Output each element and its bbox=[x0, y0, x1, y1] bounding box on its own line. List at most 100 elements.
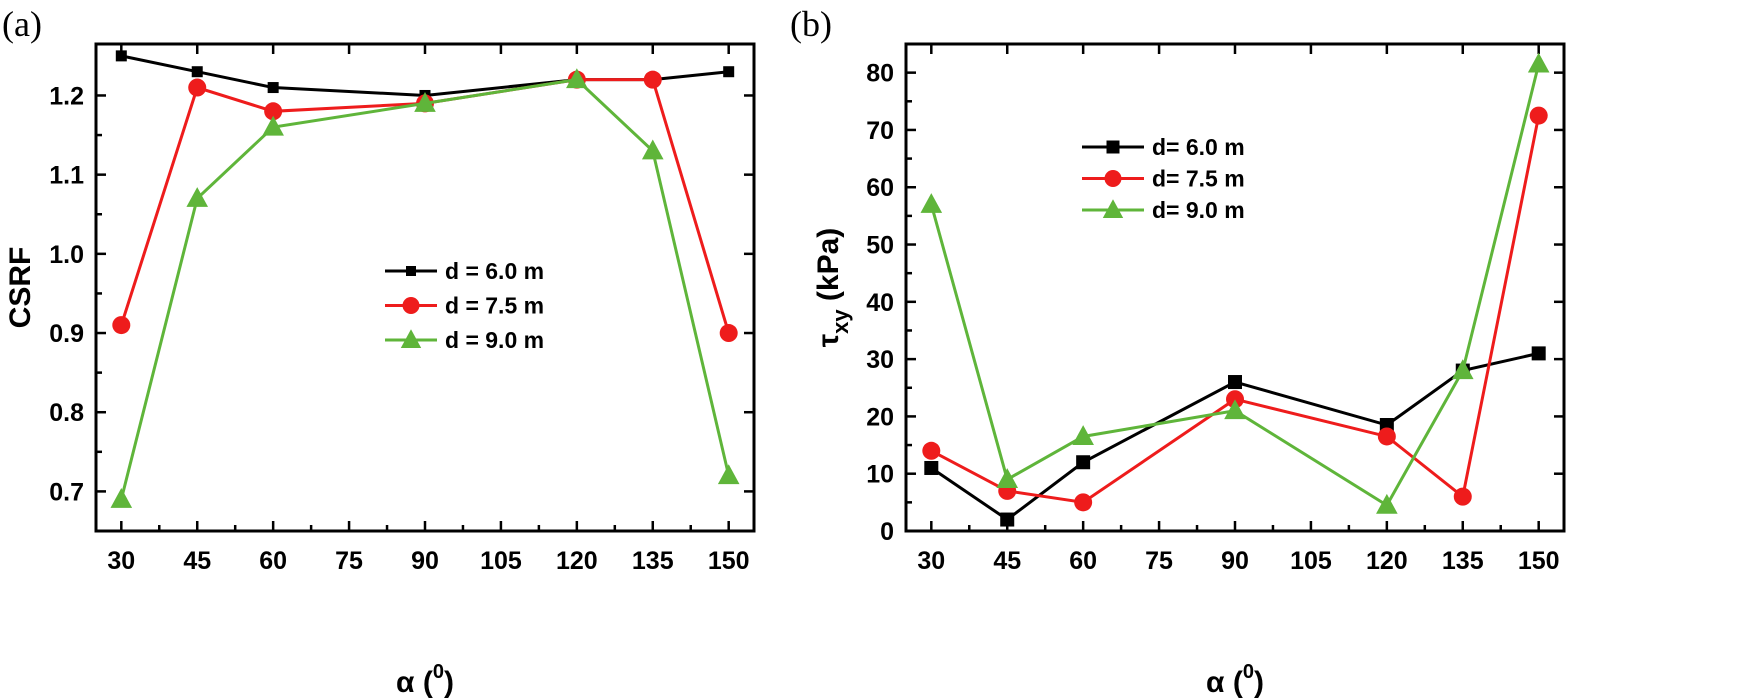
x-tick-label: 75 bbox=[335, 547, 363, 575]
y-tick-label: 0.9 bbox=[49, 320, 84, 348]
x-tick-label: 90 bbox=[1221, 547, 1249, 575]
y-tick-label: 10 bbox=[866, 461, 894, 489]
data-point bbox=[1076, 455, 1091, 470]
data-point bbox=[723, 66, 735, 78]
legend-label: d = 7.5 m bbox=[445, 293, 544, 319]
legend-label: d = 9.0 m bbox=[445, 327, 544, 353]
x-tick-label: 60 bbox=[1069, 547, 1097, 575]
y-axis-title-sub: xy bbox=[828, 309, 853, 334]
data-point bbox=[1531, 346, 1546, 361]
x-tick-label: 75 bbox=[1145, 547, 1173, 575]
data-point bbox=[1228, 375, 1242, 390]
x-axis-title-sup: 0 bbox=[433, 661, 444, 683]
x-axis-title: α (0) bbox=[396, 661, 454, 699]
legend-label: d= 9.0 m bbox=[1152, 197, 1245, 223]
series-line bbox=[119, 78, 731, 334]
data-point bbox=[188, 78, 207, 97]
legend-marker bbox=[1102, 199, 1124, 219]
series-line bbox=[121, 54, 729, 97]
x-tick-label: 120 bbox=[556, 547, 598, 575]
x-tick-label: 150 bbox=[708, 547, 750, 575]
data-point bbox=[1224, 399, 1246, 420]
data-point bbox=[267, 82, 279, 94]
x-tick-label: 120 bbox=[1366, 547, 1408, 575]
y-tick-label: 0 bbox=[880, 518, 894, 546]
data-point bbox=[1376, 493, 1398, 514]
y-tick-label: 0.8 bbox=[49, 399, 84, 427]
data-point bbox=[112, 316, 131, 335]
y-tick-label: 1.0 bbox=[49, 241, 84, 269]
y-axis-title: CSRF bbox=[4, 247, 37, 329]
x-axis-title-main: α ( bbox=[396, 666, 433, 699]
y-tick-label: 1.2 bbox=[49, 82, 84, 110]
y-axis-title: τxy (kPa) bbox=[812, 228, 853, 348]
plot-frame bbox=[904, 42, 1566, 533]
y-tick-label: 1.1 bbox=[49, 162, 84, 190]
data-point bbox=[922, 441, 941, 460]
data-point bbox=[924, 460, 939, 475]
panel-label: (a) bbox=[2, 4, 42, 44]
data-point bbox=[1074, 493, 1093, 512]
series-circle bbox=[922, 106, 1548, 512]
data-point bbox=[186, 187, 209, 207]
x-axis-title: α (0) bbox=[1206, 661, 1264, 699]
data-point bbox=[920, 193, 943, 213]
legend-marker bbox=[406, 266, 416, 276]
legend-label: d= 7.5 m bbox=[1152, 166, 1245, 192]
series-triangle bbox=[110, 68, 740, 508]
x-axis-title-close: ) bbox=[444, 666, 454, 699]
data-point bbox=[110, 487, 133, 508]
data-point bbox=[719, 324, 738, 343]
data-point bbox=[717, 464, 740, 485]
data-point bbox=[1453, 487, 1472, 506]
x-tick-label: 105 bbox=[480, 547, 522, 575]
y-tick-label: 70 bbox=[866, 117, 894, 145]
data-point bbox=[996, 468, 1019, 488]
data-point bbox=[1072, 425, 1094, 445]
data-point bbox=[262, 115, 284, 136]
chart-panel-a: (a) 30 45 60 75 90 105 120 135 150 0.7 0.8 0.9 1.0 1.1… bbox=[2, 4, 756, 699]
y-axis-title-unit: (kPa) bbox=[812, 228, 845, 310]
data-point bbox=[264, 102, 283, 121]
chart-panel-b: (b) 30 45 60 75 90 105 120 135 150 0 10 20 30 40 50 60 70… bbox=[790, 4, 1566, 699]
x-tick-label: 135 bbox=[632, 547, 674, 575]
x-tick-label: 45 bbox=[993, 547, 1021, 575]
x-tick-label: 135 bbox=[1442, 547, 1484, 575]
data-point bbox=[641, 139, 664, 160]
data-point bbox=[1377, 427, 1396, 446]
data-point bbox=[1000, 512, 1015, 527]
plot-frame bbox=[94, 42, 756, 533]
x-tick-label: 150 bbox=[1518, 547, 1560, 575]
series-line bbox=[119, 78, 731, 500]
legend-marker bbox=[400, 329, 422, 349]
legend-marker bbox=[1104, 170, 1122, 187]
x-axis-title-close: ) bbox=[1254, 666, 1264, 699]
data-point bbox=[566, 68, 588, 89]
data-point bbox=[1451, 359, 1474, 380]
legend: d= 6.0 m d= 7.5 m d= 9.0 m bbox=[1082, 134, 1245, 223]
x-tick-label: 30 bbox=[107, 547, 135, 575]
series-triangle bbox=[920, 52, 1550, 514]
data-point bbox=[115, 50, 127, 62]
data-point bbox=[1527, 52, 1550, 73]
y-tick-label: 60 bbox=[866, 174, 894, 202]
data-point bbox=[191, 66, 203, 78]
legend-label: d = 6.0 m bbox=[445, 258, 544, 284]
data-point bbox=[1529, 106, 1548, 125]
y-tick-label: 50 bbox=[866, 232, 894, 260]
y-axis-title-main: τ bbox=[812, 334, 845, 347]
x-tick-label: 105 bbox=[1290, 547, 1332, 575]
data-point bbox=[643, 70, 662, 89]
legend-label: d= 6.0 m bbox=[1152, 134, 1245, 160]
data-point bbox=[1226, 390, 1244, 409]
x-tick-label: 90 bbox=[411, 547, 439, 575]
data-point bbox=[414, 92, 436, 112]
x-tick-label: 30 bbox=[917, 547, 945, 575]
x-tick-label: 60 bbox=[259, 547, 287, 575]
y-tick-label: 0.7 bbox=[49, 478, 84, 506]
series-line bbox=[929, 63, 1541, 508]
legend-marker bbox=[402, 297, 420, 314]
x-tick-label: 45 bbox=[183, 547, 211, 575]
y-tick-label: 30 bbox=[866, 346, 894, 374]
